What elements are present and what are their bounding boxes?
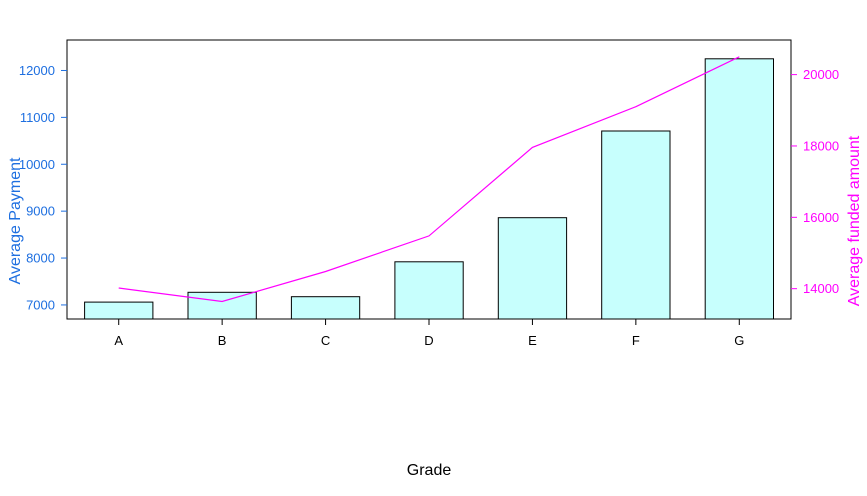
- bar-G: [704, 58, 775, 320]
- x-tick-label: C: [321, 333, 330, 348]
- y-left-tick-label: 12000: [19, 63, 55, 78]
- x-tick-label: D: [424, 333, 433, 348]
- y-axis-right: 14000 16000 18000 20000: [791, 67, 839, 296]
- y-axis-left-label: Average Payment: [7, 157, 24, 284]
- y-axis-left: 7000 8000 9000 10000 11000 12000: [19, 63, 67, 312]
- x-tick-label: G: [734, 333, 744, 348]
- y-left-tick-label: 10000: [19, 157, 55, 172]
- y-left-tick-label: 11000: [20, 110, 55, 125]
- y-left-tick-label: 9000: [26, 204, 55, 219]
- bar-C: [290, 296, 361, 320]
- x-tick-label: E: [528, 333, 537, 348]
- y-left-tick-label: 7000: [26, 297, 55, 312]
- x-tick-label: A: [114, 333, 123, 348]
- bar-F: [601, 130, 671, 320]
- y-axis-right-label: Average funded amount: [846, 135, 863, 306]
- line-layer: [118, 56, 740, 303]
- x-axis: A B C D E F G: [114, 319, 744, 348]
- y-right-tick-label: 18000: [803, 138, 839, 153]
- bar-A: [84, 301, 154, 320]
- bars-layer: [84, 58, 775, 320]
- x-tick-label: B: [218, 333, 227, 348]
- bar-B: [187, 291, 257, 320]
- x-tick-label: F: [632, 333, 640, 348]
- x-axis-label: Grade: [407, 462, 452, 479]
- series-line: [118, 56, 740, 303]
- y-right-tick-label: 14000: [803, 281, 839, 296]
- y-left-tick-label: 8000: [26, 251, 55, 266]
- y-right-tick-label: 20000: [803, 67, 839, 82]
- bar-E: [497, 217, 568, 320]
- y-right-tick-label: 16000: [803, 210, 839, 225]
- bar-D: [394, 261, 464, 320]
